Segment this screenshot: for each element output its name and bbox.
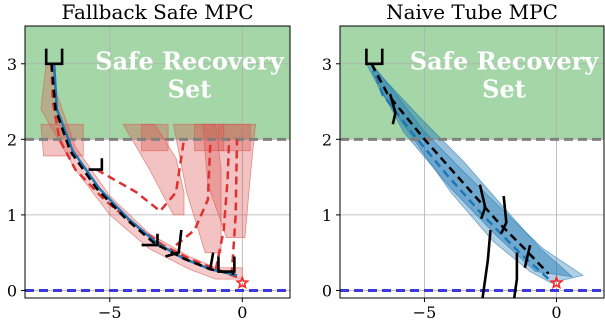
y-tick-label: 1 — [322, 206, 332, 225]
control-segment — [165, 229, 183, 258]
chart-title: Fallback Safe MPC — [61, 0, 253, 24]
y-tick-label: 3 — [322, 55, 332, 74]
safe-set-label-line-2: Set — [168, 75, 212, 104]
control-segment — [523, 244, 532, 269]
safe-set-label-line-1: Safe Recovery — [410, 47, 600, 76]
x-tick-label: −5 — [98, 303, 122, 322]
control-segment — [512, 252, 519, 298]
control-segment — [217, 256, 236, 273]
trajectory-line — [214, 139, 231, 270]
control-segment — [481, 229, 492, 298]
y-tick-label: 1 — [7, 206, 17, 225]
trajectory-line — [50, 63, 235, 276]
goal-star-marker — [549, 275, 564, 290]
x-tick-label: 0 — [551, 303, 561, 322]
control-segment — [88, 158, 104, 171]
trajectory-line — [95, 139, 186, 213]
y-tick-label: 0 — [322, 281, 332, 300]
uncertainty-tube — [218, 123, 251, 152]
trajectory-line — [230, 139, 239, 276]
control-segment — [499, 195, 508, 235]
safe-set-label-line-1: Safe Recovery — [95, 47, 285, 76]
uncertainty-tube — [141, 123, 169, 152]
control-segment — [365, 48, 384, 66]
safe-recovery-region — [340, 26, 604, 140]
trajectory-line — [370, 63, 550, 275]
axes-frame — [24, 25, 291, 299]
uncertainty-tube — [122, 123, 185, 216]
safe-set-label-line-2: Set — [482, 75, 526, 104]
y-tick-label: 3 — [7, 55, 17, 74]
control-segment — [44, 48, 64, 66]
uncertainty-tube — [371, 70, 574, 278]
trajectory-line — [175, 139, 212, 247]
safe-recovery-region — [25, 26, 290, 140]
control-segment — [141, 233, 159, 247]
control-segment — [478, 184, 487, 220]
trajectory-line — [370, 63, 553, 283]
x-tick-label: 0 — [237, 303, 247, 322]
plot-area — [340, 26, 604, 298]
y-tick-label: 0 — [7, 281, 17, 300]
chart-title: Naive Tube MPC — [386, 0, 558, 24]
control-segment — [209, 252, 215, 269]
uncertainty-tube — [365, 63, 584, 284]
goal-star-marker — [235, 275, 250, 290]
y-tick-label: 2 — [7, 130, 17, 149]
control-segment — [388, 93, 397, 125]
plot-area — [25, 26, 290, 298]
axes-frame — [339, 25, 605, 299]
x-tick-label: −5 — [413, 303, 437, 322]
y-tick-label: 2 — [322, 130, 332, 149]
